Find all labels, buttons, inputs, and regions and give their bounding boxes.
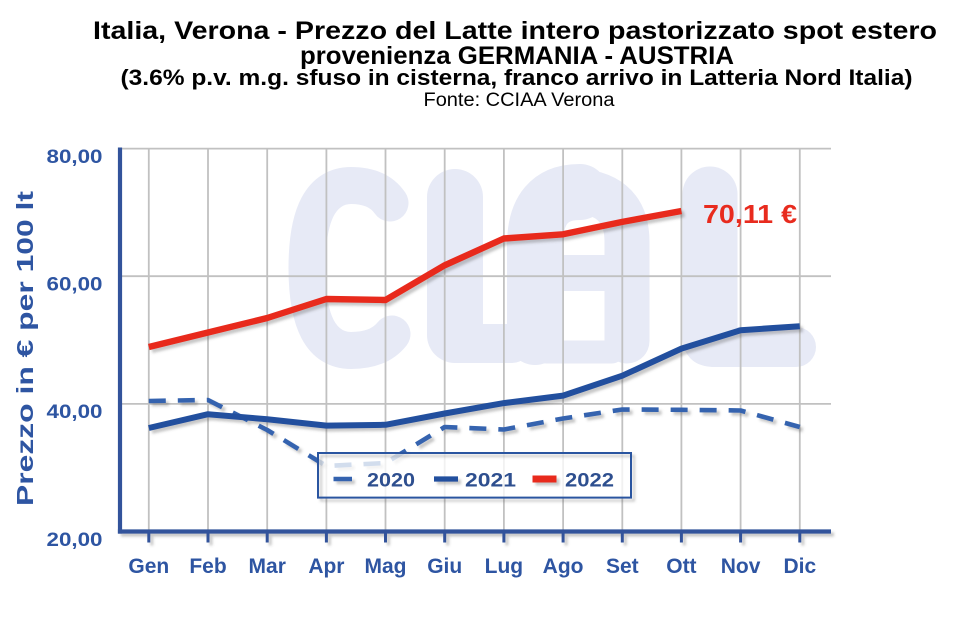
svg-text:Lug: Lug — [485, 555, 523, 578]
svg-text:Dic: Dic — [783, 555, 816, 578]
svg-text:Ott: Ott — [666, 555, 696, 578]
svg-text:Mag: Mag — [365, 555, 407, 578]
svg-text:Apr: Apr — [308, 555, 344, 578]
svg-text:Set: Set — [606, 555, 639, 578]
svg-text:provenienza GERMANIA - AUSTRIA: provenienza GERMANIA - AUSTRIA — [300, 42, 734, 70]
svg-text:Gen: Gen — [128, 555, 169, 578]
svg-text:Giu: Giu — [427, 555, 462, 578]
svg-text:(3.6% p.v. m.g. sfuso in ciste: (3.6% p.v. m.g. sfuso in cisterna, franc… — [121, 65, 913, 90]
svg-text:Italia, Verona - Prezzo del La: Italia, Verona - Prezzo del Latte intero… — [93, 17, 937, 45]
svg-text:2022: 2022 — [565, 470, 614, 492]
svg-text:40,00: 40,00 — [47, 401, 103, 423]
svg-text:Prezzo in € per 100 lt: Prezzo in € per 100 lt — [12, 191, 38, 506]
svg-text:Fonte: CCIAA Verona: Fonte: CCIAA Verona — [424, 90, 615, 111]
svg-text:60,00: 60,00 — [47, 273, 103, 295]
svg-text:80,00: 80,00 — [47, 146, 103, 168]
svg-text:Feb: Feb — [189, 555, 226, 578]
svg-text:Nov: Nov — [721, 555, 761, 578]
svg-text:2020: 2020 — [367, 470, 415, 492]
svg-text:2021: 2021 — [465, 470, 516, 492]
svg-text:Ago: Ago — [543, 555, 584, 578]
svg-text:20,00: 20,00 — [47, 529, 103, 551]
svg-text:Mar: Mar — [249, 555, 286, 578]
svg-text:70,11 €: 70,11 € — [703, 199, 797, 229]
